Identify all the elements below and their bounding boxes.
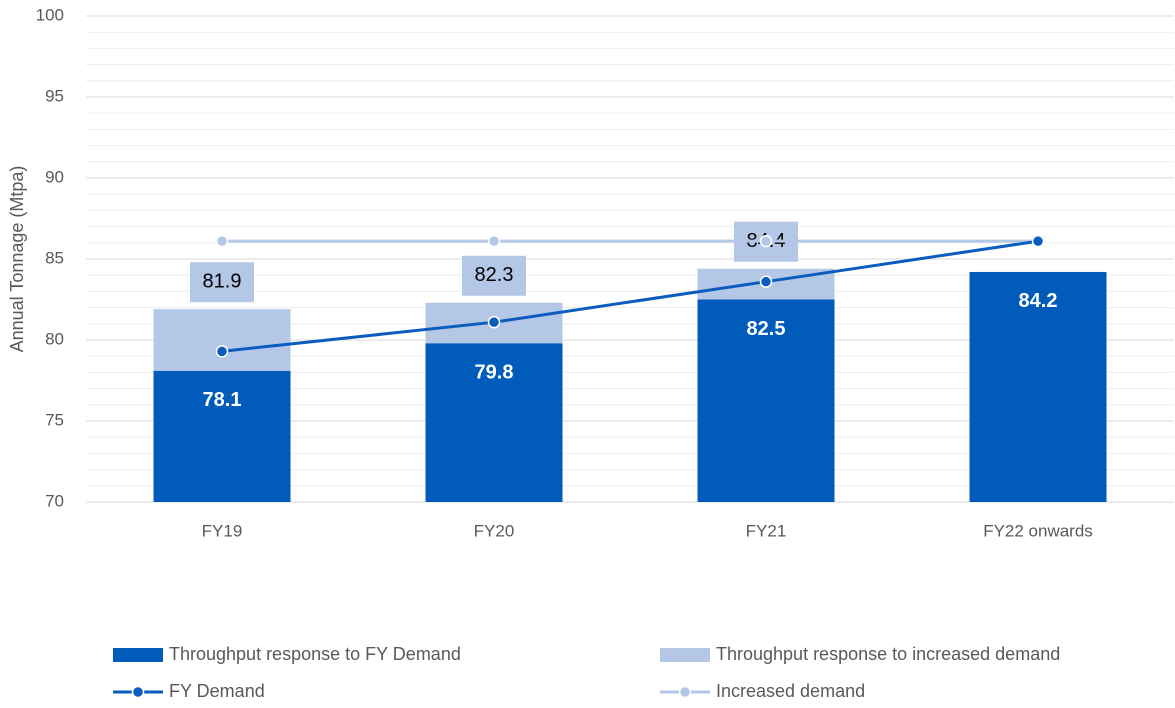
legend-swatch xyxy=(660,648,710,662)
bar xyxy=(969,271,1107,502)
line xyxy=(221,239,1039,353)
y-axis-title: Annual Tonnage (Mtpa) xyxy=(7,166,27,353)
x-tick-label: FY19 xyxy=(202,521,243,540)
line-marker xyxy=(759,275,773,288)
line-marker xyxy=(487,315,501,329)
line-marker xyxy=(215,345,229,358)
bar xyxy=(153,309,291,371)
bar xyxy=(425,343,563,502)
line-marker xyxy=(759,234,773,248)
bar-value-label: 84.2 xyxy=(1019,290,1058,312)
bar xyxy=(697,299,835,502)
y-tick-label: 90 xyxy=(45,167,64,186)
legend-marker xyxy=(678,685,692,699)
legend-label: Throughput response to FY Demand xyxy=(169,644,461,664)
line-marker xyxy=(1031,234,1045,248)
y-tick-label: 80 xyxy=(45,329,64,348)
total-label: 82.3 xyxy=(475,264,514,286)
bar-value-label: 82.5 xyxy=(747,318,786,340)
x-tick-label: FY21 xyxy=(746,521,787,540)
legend-marker xyxy=(131,685,145,699)
bar xyxy=(153,370,291,502)
y-tick-label: 85 xyxy=(45,248,64,267)
x-tick-label: FY20 xyxy=(474,521,515,540)
y-tick-label: 95 xyxy=(45,86,64,105)
line-marker xyxy=(487,234,501,248)
total-label-box xyxy=(190,262,254,303)
y-tick-label: 75 xyxy=(45,410,64,429)
total-label: 81.9 xyxy=(203,271,242,293)
bar-value-label: 79.8 xyxy=(475,362,514,384)
y-tick-label: 100 xyxy=(36,5,64,24)
legend-swatch xyxy=(113,648,163,662)
x-tick-label: FY22 onwards xyxy=(983,521,1093,540)
legend-label: FY Demand xyxy=(169,681,265,701)
legend-label: Increased demand xyxy=(716,681,865,701)
y-tick-label: 70 xyxy=(45,491,64,510)
legend-label: Throughput response to increased demand xyxy=(716,644,1060,664)
bar-value-label: 78.1 xyxy=(203,389,242,411)
line-marker xyxy=(215,234,229,248)
total-label-box xyxy=(462,255,526,296)
